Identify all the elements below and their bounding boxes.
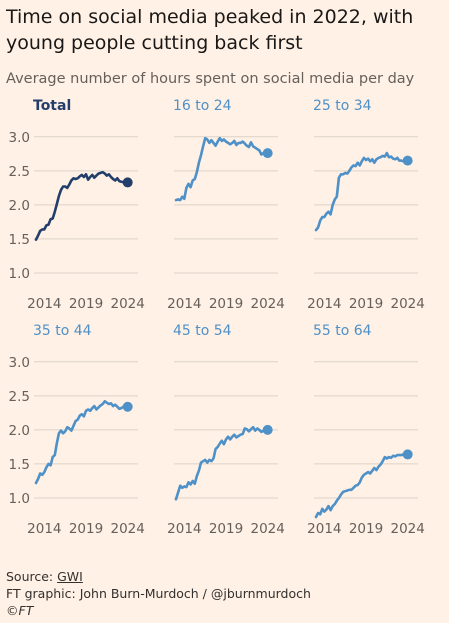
x-tick-label: 2019: [209, 521, 243, 537]
y-tick-label: 3.0: [9, 355, 30, 371]
x-tick-label: 2024: [390, 521, 424, 537]
credit-line: FT graphic: John Burn-Murdoch / @jburnmu…: [6, 586, 311, 601]
y-tick-label: 2.5: [9, 164, 30, 180]
series-line-16-to-24: [174, 136, 270, 202]
x-tick-label: 2019: [69, 296, 103, 312]
end-point-marker: [122, 401, 133, 412]
x-tick-label: 2024: [110, 296, 144, 312]
x-tick-label: 2014: [307, 521, 341, 537]
x-tick-label: 2019: [209, 296, 243, 312]
x-tick-label: 2024: [250, 521, 284, 537]
chart-title: Time on social media peaked in 2022, wit…: [6, 6, 414, 54]
panel-title-55-to-64: 55 to 64: [313, 323, 372, 339]
series-line-35-to-44: [34, 399, 129, 485]
y-tick-label: 2.5: [9, 389, 30, 405]
panel-title-25-to-34: 25 to 34: [313, 98, 372, 114]
chart-subtitle: Average number of hours spent on social …: [6, 71, 415, 87]
y-tick-label: 2.0: [9, 423, 30, 439]
panel-title-total: Total: [33, 98, 71, 114]
copyright: ©FT: [6, 603, 34, 618]
x-tick-label: 2014: [167, 296, 201, 312]
x-tick-label: 2024: [390, 296, 424, 312]
x-tick-label: 2014: [27, 521, 61, 537]
series-line-25-to-34: [314, 151, 410, 232]
y-tick-label: 3.0: [9, 130, 30, 146]
x-tick-label: 2014: [27, 296, 61, 312]
x-tick-label: 2024: [250, 296, 284, 312]
end-point-marker: [402, 449, 413, 460]
y-tick-label: 1.0: [9, 491, 30, 507]
y-tick-label: 2.0: [9, 198, 30, 214]
end-point-marker: [122, 177, 133, 188]
y-tick-label: 1.0: [9, 266, 30, 282]
source-line: Source: GWI: [6, 568, 442, 585]
end-point-marker: [262, 148, 273, 159]
x-tick-label: 2014: [167, 521, 201, 537]
x-tick-label: 2024: [110, 521, 144, 537]
x-tick-label: 2014: [307, 296, 341, 312]
panel-title-16-to-24: 16 to 24: [173, 98, 232, 114]
series-line-55-to-64: [314, 453, 410, 519]
panel-title-35-to-44: 35 to 44: [33, 323, 92, 339]
y-tick-label: 1.5: [9, 457, 30, 473]
end-point-marker: [262, 424, 273, 435]
source-label: Source:: [6, 569, 58, 584]
panel-title-45-to-54: 45 to 54: [173, 323, 232, 339]
x-tick-label: 2019: [349, 521, 383, 537]
footer: Source: GWI FT graphic: John Burn-Murdoc…: [6, 568, 442, 619]
y-tick-label: 1.5: [9, 232, 30, 248]
source-link[interactable]: GWI: [57, 569, 83, 584]
end-point-marker: [402, 155, 413, 166]
small-multiples-chart: 1.0 1.5 2.0 2.5 3.0 2014 2019 2024 Total 2014 2019…: [9, 98, 425, 537]
x-tick-label: 2019: [69, 521, 103, 537]
series-line-45-to-54: [174, 425, 270, 501]
series-line-total: [34, 170, 129, 241]
x-tick-label: 2019: [349, 296, 383, 312]
